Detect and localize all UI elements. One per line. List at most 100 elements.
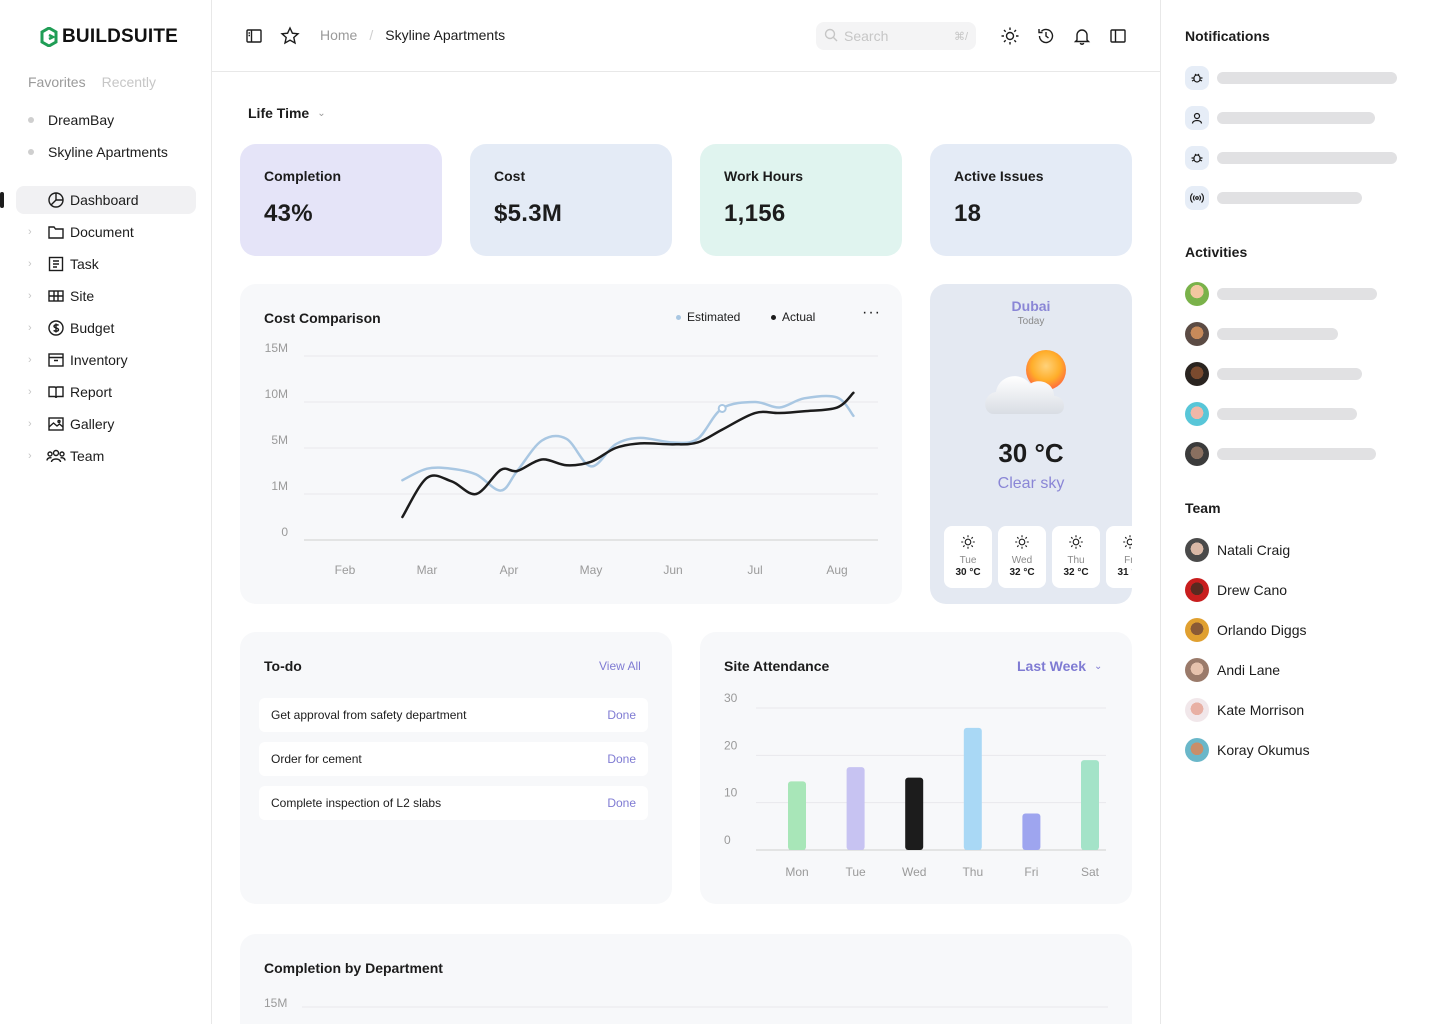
breadcrumb-current[interactable]: Skyline Apartments: [385, 27, 506, 43]
favorite-label: DreamBay: [48, 112, 115, 128]
legend-actual: Actual: [771, 310, 815, 324]
favorite-item-skyline[interactable]: Skyline Apartments: [28, 136, 168, 168]
y-tick-label: 20: [724, 738, 738, 752]
broadcast-icon: [1185, 186, 1209, 210]
todo-item[interactable]: Order for cement Done: [259, 742, 648, 776]
todo-status-button[interactable]: Done: [607, 752, 636, 766]
cost-comparison-card: Cost Comparison Estimated Actual ··· 15M…: [240, 284, 902, 604]
todo-status-button[interactable]: Done: [607, 796, 636, 810]
bug-icon: [1185, 66, 1209, 90]
site-attendance-card: Site Attendance Last Week ⌄ 30 20 10 0 Mon Tu…: [700, 632, 1132, 904]
team-member-name: Kate Morrison: [1217, 702, 1305, 718]
sidebar-toggle-icon[interactable]: [242, 24, 266, 48]
forecast-day: Fri 31 °C: [1106, 526, 1132, 588]
stat-label: Completion: [264, 168, 341, 184]
history-icon[interactable]: [1034, 24, 1058, 48]
image-icon: [46, 414, 66, 434]
range-label: Last Week: [1017, 658, 1086, 674]
activity-placeholder: [1217, 328, 1338, 340]
sidebar-item-budget[interactable]: › Budget: [16, 314, 196, 342]
favorite-item-dreambay[interactable]: DreamBay: [28, 104, 168, 136]
legend-dot: [676, 314, 681, 320]
avatar: [1185, 578, 1209, 602]
todo-item[interactable]: Complete inspection of L2 slabs Done: [259, 786, 648, 820]
sun-icon: [1123, 535, 1132, 549]
avatar: [1185, 362, 1209, 386]
todo-item[interactable]: Get approval from safety department Done: [259, 698, 648, 732]
avatar: [1185, 322, 1209, 346]
team-member[interactable]: Natali Craig: [1185, 538, 1290, 562]
chevron-right-icon: ›: [28, 290, 32, 302]
attendance-bar-chart: 30 20 10 0 Mon Tue Wed Thu Fri Sat: [724, 691, 1106, 879]
avatar: [1185, 658, 1209, 682]
weather-condition: Clear sky: [997, 475, 1065, 492]
search-input[interactable]: [844, 28, 944, 44]
bullet-dot: [28, 117, 34, 123]
forecast-day: Tue 30 °C: [944, 526, 992, 588]
forecast-day: Wed 32 °C: [998, 526, 1046, 588]
activity-item[interactable]: [1185, 402, 1357, 426]
activity-item[interactable]: [1185, 282, 1377, 306]
sidebar-item-site[interactable]: › Site: [16, 282, 196, 310]
more-options-icon[interactable]: ···: [862, 304, 881, 321]
user-icon: [1185, 106, 1209, 130]
buildsuite-logo-icon: [40, 27, 58, 47]
favorites-tabs: Favorites Recently: [28, 74, 156, 90]
stat-card-active-issues[interactable]: Active Issues 18: [930, 144, 1132, 256]
team-member[interactable]: Drew Cano: [1185, 578, 1287, 602]
team-member[interactable]: Kate Morrison: [1185, 698, 1304, 722]
activity-placeholder: [1217, 368, 1362, 380]
stat-card-cost[interactable]: Cost $5.3M: [470, 144, 672, 256]
sidebar-item-inventory[interactable]: › Inventory: [16, 346, 196, 374]
search-box[interactable]: ⌘/: [816, 22, 976, 50]
star-icon[interactable]: [278, 24, 302, 48]
notification-item[interactable]: [1185, 186, 1362, 210]
breadcrumb-home[interactable]: Home: [320, 27, 358, 43]
view-all-link[interactable]: View All: [599, 659, 641, 673]
sidebar-item-report[interactable]: › Report: [16, 378, 196, 406]
team-member[interactable]: Koray Okumus: [1185, 738, 1310, 762]
todo-text: Order for cement: [271, 752, 362, 766]
stat-card-completion[interactable]: Completion 43%: [240, 144, 442, 256]
tab-favorites[interactable]: Favorites: [28, 74, 86, 90]
right-panel-toggle-icon[interactable]: [1106, 24, 1130, 48]
notification-item[interactable]: [1185, 66, 1397, 90]
bar-fri: [1022, 813, 1041, 850]
activities-title: Activities: [1185, 244, 1248, 260]
partly-cloudy-icon: [985, 350, 1066, 414]
sidebar-item-dashboard[interactable]: Dashboard: [0, 186, 196, 214]
stat-label: Cost: [494, 168, 526, 184]
team-title: Team: [1185, 500, 1221, 516]
sidebar-item-task[interactable]: › Task: [16, 250, 196, 278]
sidebar-item-team[interactable]: › Team: [16, 442, 196, 470]
sidebar-item-label: Inventory: [70, 352, 128, 368]
sidebar-item-document[interactable]: › Document: [16, 218, 196, 246]
search-icon: [824, 28, 838, 45]
bell-icon[interactable]: [1070, 24, 1094, 48]
sun-icon: [961, 535, 975, 549]
todo-status-button[interactable]: Done: [607, 708, 636, 722]
sun-icon[interactable]: [998, 24, 1022, 48]
right-panel: Notifications Activities Team Natali Cra…: [1160, 0, 1440, 1024]
range-dropdown[interactable]: Last Week ⌄: [1017, 658, 1102, 674]
forecast-day-name: Tue: [959, 555, 977, 566]
team-member[interactable]: Andi Lane: [1185, 658, 1280, 682]
activity-item[interactable]: [1185, 322, 1338, 346]
tab-recently[interactable]: Recently: [101, 74, 157, 90]
team-member-name: Koray Okumus: [1217, 742, 1310, 758]
stat-value: 1,156: [724, 200, 786, 227]
period-dropdown[interactable]: Life Time ⌄: [248, 105, 326, 121]
activity-item[interactable]: [1185, 442, 1376, 466]
team-member[interactable]: Orlando Diggs: [1185, 618, 1307, 642]
x-tick-label: Jul: [747, 563, 762, 577]
activity-item[interactable]: [1185, 362, 1362, 386]
notification-item[interactable]: [1185, 106, 1375, 130]
activity-placeholder: [1217, 288, 1377, 300]
sidebar-item-gallery[interactable]: › Gallery: [16, 410, 196, 438]
stat-card-work-hours[interactable]: Work Hours 1,156: [700, 144, 902, 256]
bar-thu: [963, 727, 982, 850]
pie-chart-icon: [46, 190, 66, 210]
notification-item[interactable]: [1185, 146, 1397, 170]
brand-logo[interactable]: BUILDSUITE: [40, 26, 178, 48]
sidebar-item-label: Report: [70, 384, 113, 400]
